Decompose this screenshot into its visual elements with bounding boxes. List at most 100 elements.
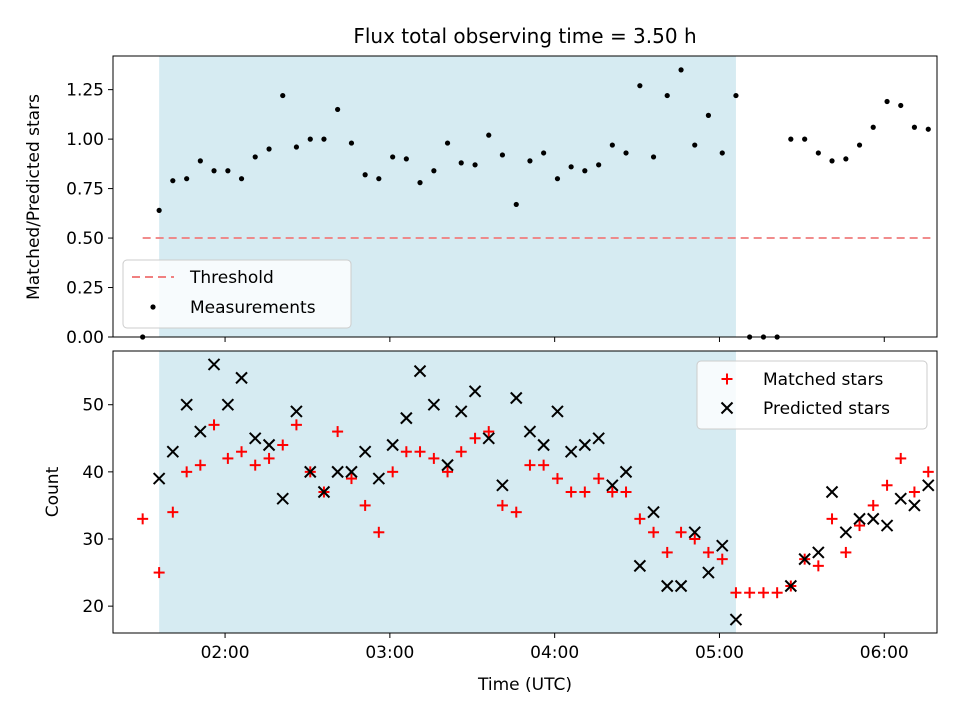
- measurement-point: [541, 150, 547, 156]
- matched-star-point: [373, 526, 385, 538]
- matched-star-point: [730, 587, 742, 599]
- measurement-point: [390, 154, 396, 160]
- measurement-point: [898, 102, 904, 109]
- measurement-point: [513, 201, 519, 208]
- legend-x-marker: [720, 401, 734, 415]
- x-marker-b: [413, 364, 427, 378]
- x-marker-b: [427, 398, 441, 411]
- predicted-star-point: [908, 499, 921, 512]
- legend-predicted-swatch: [720, 401, 734, 415]
- predicted-star-point: [674, 579, 688, 593]
- measurement-point: [266, 146, 272, 152]
- predicted-star-point: [633, 559, 647, 573]
- x-marker-b: [510, 391, 523, 405]
- y-tick-label: 20: [82, 597, 104, 617]
- x-marker-b: [564, 445, 578, 458]
- x-marker-b: [606, 479, 619, 492]
- x-marker-b: [812, 546, 825, 559]
- x-marker-b: [922, 479, 935, 492]
- x-marker-b: [716, 539, 729, 552]
- measurement-point: [362, 172, 368, 178]
- matched-star-point: [496, 499, 508, 511]
- x-marker-b: [207, 358, 221, 371]
- predicted-star-point: [839, 526, 853, 539]
- predicted-star-point: [482, 432, 495, 445]
- predicted-star-point: [894, 492, 907, 505]
- measurement-point: [925, 126, 931, 132]
- x-marker-b: [839, 526, 853, 539]
- matched-star-point: [249, 459, 261, 471]
- x-marker-b: [853, 512, 866, 526]
- matched-star-point: [538, 459, 550, 471]
- measurement-point: [486, 132, 492, 138]
- measurement-point: [705, 112, 712, 118]
- predicted-star-point: [180, 398, 193, 411]
- predicted-star-point: [564, 445, 578, 458]
- measurement-point: [650, 154, 657, 160]
- matched-star-point: [881, 479, 893, 491]
- x-axis-label: Time (UTC): [477, 675, 572, 695]
- predicted-star-point: [331, 465, 344, 479]
- measurement-point: [238, 176, 245, 182]
- matched-star-point: [771, 587, 783, 599]
- predicted-star-point: [207, 358, 221, 371]
- x-marker-b: [152, 472, 166, 485]
- x-tick-label: 04:00: [530, 643, 579, 663]
- matched-star-point: [634, 513, 646, 525]
- measurement-point: [403, 156, 409, 162]
- matched-stars-points: [137, 419, 934, 599]
- measurement-points: [140, 67, 931, 340]
- matched-star-point: [648, 526, 660, 538]
- matched-star-point: [579, 486, 591, 498]
- measurement-point: [596, 162, 602, 168]
- x-marker-b: [166, 445, 180, 458]
- measurement-point: [431, 168, 437, 174]
- x-marker-b: [441, 458, 454, 472]
- x-marker-b: [551, 405, 564, 418]
- x-marker-b: [455, 405, 468, 418]
- measurement-point: [472, 162, 478, 168]
- measurement-point: [637, 83, 643, 89]
- x-marker-b: [784, 579, 798, 593]
- x-marker-b: [331, 465, 344, 479]
- measurement-point: [348, 140, 355, 146]
- x-marker-b: [386, 438, 399, 452]
- matched-star-point: [277, 439, 289, 451]
- predicted-star-point: [290, 405, 303, 418]
- predicted-star-point: [661, 579, 674, 593]
- matched-star-point: [469, 432, 481, 444]
- bottom-legend-box: [696, 360, 928, 430]
- predicted-star-point: [867, 512, 880, 526]
- measurement-point: [568, 164, 574, 170]
- x-marker-b: [304, 465, 317, 479]
- predicted-star-point: [455, 405, 468, 418]
- matched-star-point: [510, 506, 522, 518]
- matched-star-point: [181, 466, 193, 478]
- matched-star-point: [345, 473, 357, 485]
- predicted-star-point: [221, 398, 235, 411]
- measurement-point: [307, 136, 313, 142]
- predicted-star-point: [468, 385, 482, 398]
- matched-star-point: [661, 546, 673, 558]
- x-marker-b: [702, 566, 715, 579]
- x-marker-b: [578, 438, 592, 452]
- predicted-star-point: [427, 398, 441, 411]
- matched-star-point: [922, 466, 934, 478]
- predicted-star-point: [372, 472, 386, 485]
- x-marker-b: [276, 492, 289, 505]
- matched-star-point: [524, 459, 536, 471]
- matched-star-point: [428, 452, 440, 464]
- x-marker-b: [194, 425, 207, 438]
- x-tick-label: 02:00: [201, 643, 250, 663]
- matched-star-point: [137, 513, 149, 525]
- measurement-point: [527, 158, 533, 164]
- measurement-point: [815, 150, 821, 156]
- x-marker-b: [345, 465, 358, 479]
- y-tick-label: 0.00: [66, 328, 104, 348]
- x-marker-b: [880, 519, 894, 532]
- measurement-point: [829, 158, 835, 164]
- matched-star-point: [290, 419, 302, 431]
- x-marker-b: [482, 432, 495, 445]
- measurement-point: [911, 124, 918, 130]
